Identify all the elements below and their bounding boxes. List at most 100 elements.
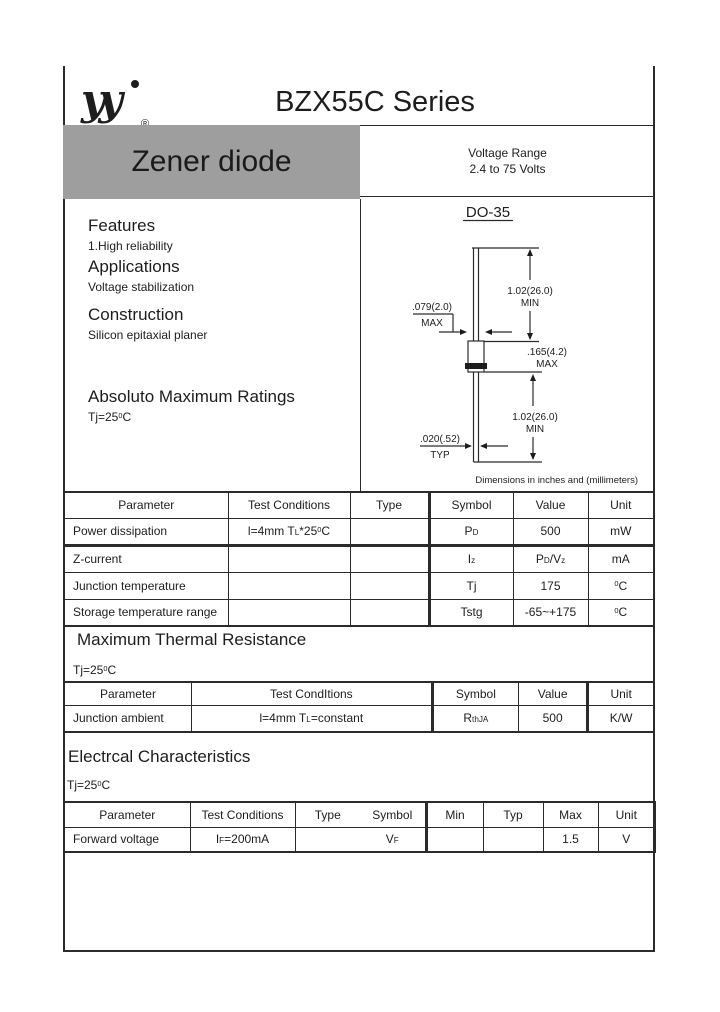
table-row: Storage temperature range Tstg -65~+175 …	[63, 598, 655, 627]
cell: PD	[427, 517, 514, 547]
construction-section: Construction Silicon epitaxial planer	[88, 305, 352, 342]
package-name: DO-35	[466, 204, 510, 221]
header-cell: Value	[512, 491, 589, 519]
cell: Power dissipation	[63, 517, 229, 547]
cell	[349, 544, 430, 573]
table-row: Junction ambient l=4mm TL=constant RthJA…	[63, 704, 655, 733]
header-cell: Test Conditions	[227, 491, 351, 519]
features-section: Features 1.High reliability	[88, 216, 352, 253]
lead-bottom-dimension: 1.02(26.0)	[512, 412, 558, 423]
body-length-qualifier: MAX	[536, 359, 558, 370]
header-cell: Symbol	[427, 491, 514, 519]
header-cell: Unit	[587, 491, 655, 519]
registered-trademark-icon: ®	[141, 118, 149, 130]
cell: Tstg	[427, 598, 514, 627]
cell: 0C	[587, 571, 655, 600]
sheet-bottom-border	[63, 950, 655, 952]
table-row: Junction temperature Tj 175 0C	[63, 571, 655, 600]
table-row: Z-current Iz PD/Vz mA	[63, 544, 655, 573]
brand-logo-graphic: yy ®	[80, 75, 149, 130]
header-cell: Test Conditions	[189, 801, 296, 828]
cell: l=4mm TL*250C	[227, 517, 351, 547]
lead-diameter-dimension: .020(.52)	[420, 434, 460, 445]
header-cell: Value	[518, 681, 589, 706]
cell: l=4mm TL=constant	[190, 704, 433, 733]
dimensions-footnote: Dimensions in inches and (millimeters)	[475, 475, 638, 486]
construction-item: Silicon epitaxial planer	[88, 328, 208, 342]
table-row: Forward voltage IF=200mA VF 1.5 V	[63, 826, 656, 853]
header-cell: Parameter	[63, 491, 229, 519]
cell: RthJA	[430, 704, 520, 733]
cell: 1.5	[542, 826, 599, 853]
cell	[349, 598, 430, 627]
product-banner: Zener diode	[63, 125, 360, 199]
cell: mW	[587, 517, 655, 547]
lead-top-qualifier: MIN	[521, 298, 539, 309]
electrical-table: Parameter Test Conditions Type Symbol Mi…	[63, 801, 656, 853]
header-cell: Unit	[586, 681, 655, 706]
cell-symbol: VF	[385, 832, 399, 847]
header-cell: Typ	[482, 801, 544, 828]
cell: 500	[512, 517, 589, 547]
header-cell: Type	[349, 491, 430, 519]
electrical-section-title: Electrcal Characteristics	[68, 747, 251, 766]
header-cell: Unit	[597, 801, 656, 828]
body-length-dimension: .165(4.2)	[527, 347, 567, 358]
header-cell: Parameter	[63, 801, 191, 828]
table-header-row: Parameter Test Conditions Type Symbol Mi…	[63, 801, 656, 828]
thermal-section-title: Maximum Thermal Resistance	[77, 630, 307, 649]
table-row: Power dissipation l=4mm TL*250C PD 500 m…	[63, 517, 655, 547]
header-cell: Min	[424, 801, 484, 828]
table-header-row: Parameter Test CondItions Symbol Value U…	[63, 681, 655, 706]
cell: 500	[518, 704, 589, 733]
page-title: BZX55C Series	[275, 86, 475, 118]
applications-section: Applications Voltage stabilization	[88, 257, 352, 294]
cell: Junction temperature	[63, 571, 229, 600]
cell	[227, 598, 351, 627]
header-cell-symbol: Symbol	[372, 807, 413, 822]
abs-max-table: Parameter Test Conditions Type Symbol Va…	[63, 491, 655, 627]
datasheet-sheet: yy ® BZX55C Series Zener diode Voltage R…	[63, 66, 656, 952]
lead-bottom-qualifier: MIN	[526, 424, 544, 435]
cathode-band	[465, 363, 487, 369]
header-cell: Symbol	[430, 681, 520, 706]
cell: V	[597, 826, 656, 853]
diagram-lines	[413, 219, 542, 463]
cell: -65~+175	[512, 598, 589, 627]
type-symbol-header: Type Symbol	[296, 808, 425, 822]
header-cell: Parameter	[63, 681, 192, 706]
cell	[349, 517, 430, 547]
cell: mA	[587, 544, 655, 573]
diagram-dimension-labels: 1.02(26.0) MIN .079(2.0) MAX .165(4.2) M…	[412, 286, 567, 461]
header-cell: Type Symbol	[294, 801, 427, 828]
voltage-range-box: Voltage Range 2.4 to 75 Volts	[360, 125, 655, 197]
logo-dot	[131, 80, 139, 88]
applications-title: Applications	[88, 257, 180, 276]
cell	[424, 826, 484, 853]
cell	[227, 571, 351, 600]
thermal-section-condition: Tj=250C	[73, 663, 117, 677]
cell: PD/Vz	[512, 544, 589, 573]
header-cell: Max	[542, 801, 599, 828]
header-cell-type: Type	[314, 807, 341, 822]
table-header-row: Parameter Test Conditions Type Symbol Va…	[63, 491, 655, 519]
do-35-outline-drawing: DO-35	[412, 204, 638, 486]
cell	[349, 571, 430, 600]
lead-diameter-qualifier: TYP	[430, 450, 450, 461]
applications-item: Voltage stabilization	[88, 280, 195, 294]
package-diagram-panel: DO-35	[360, 199, 655, 491]
product-name: Zener diode	[131, 145, 292, 178]
description-column: Features 1.High reliability Applications…	[63, 199, 360, 491]
cell: Iz	[427, 544, 514, 573]
abs-max-condition: Tj=250C	[88, 410, 132, 424]
cell	[482, 826, 544, 853]
cell: Junction ambient	[63, 704, 192, 733]
cell: K/W	[586, 704, 655, 733]
header-cell: Test CondItions	[190, 681, 433, 706]
type-symbol-cell: VF	[296, 832, 425, 846]
abs-max-title: Absoluto Maximum Ratings	[88, 387, 295, 406]
voltage-range-value: 2.4 to 75 Volts	[469, 162, 546, 176]
brand-logo: yy ®	[75, 74, 175, 130]
features-title: Features	[88, 216, 156, 235]
